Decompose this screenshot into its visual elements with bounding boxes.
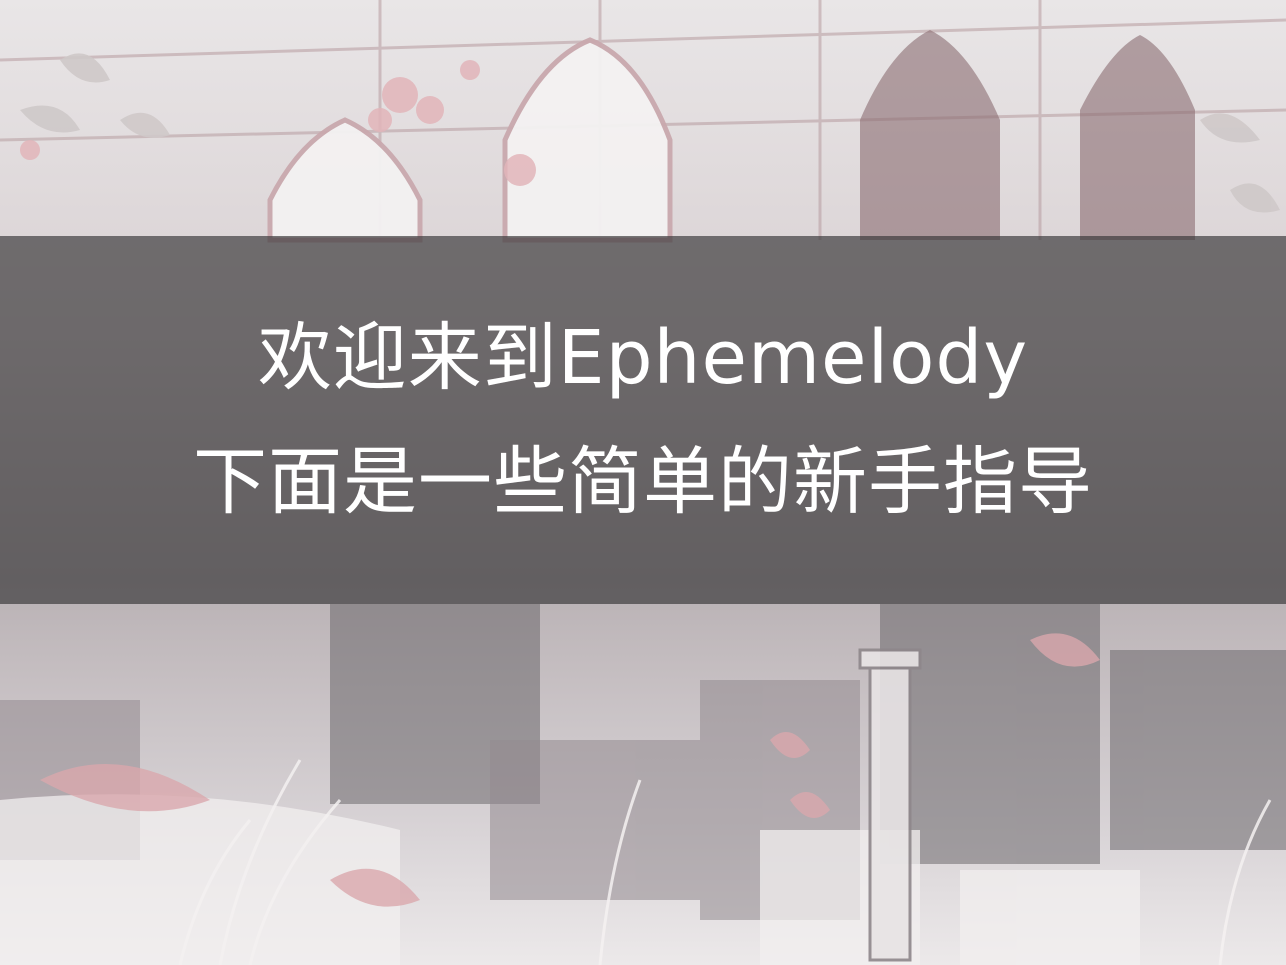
tutorial-intro-text: 下面是一些简单的新手指导 xyxy=(193,439,1093,525)
tutorial-overlay-banner: 欢迎来到Ephemelody 下面是一些简单的新手指导 xyxy=(0,236,1286,604)
welcome-title: 欢迎来到Ephemelody xyxy=(257,315,1029,401)
